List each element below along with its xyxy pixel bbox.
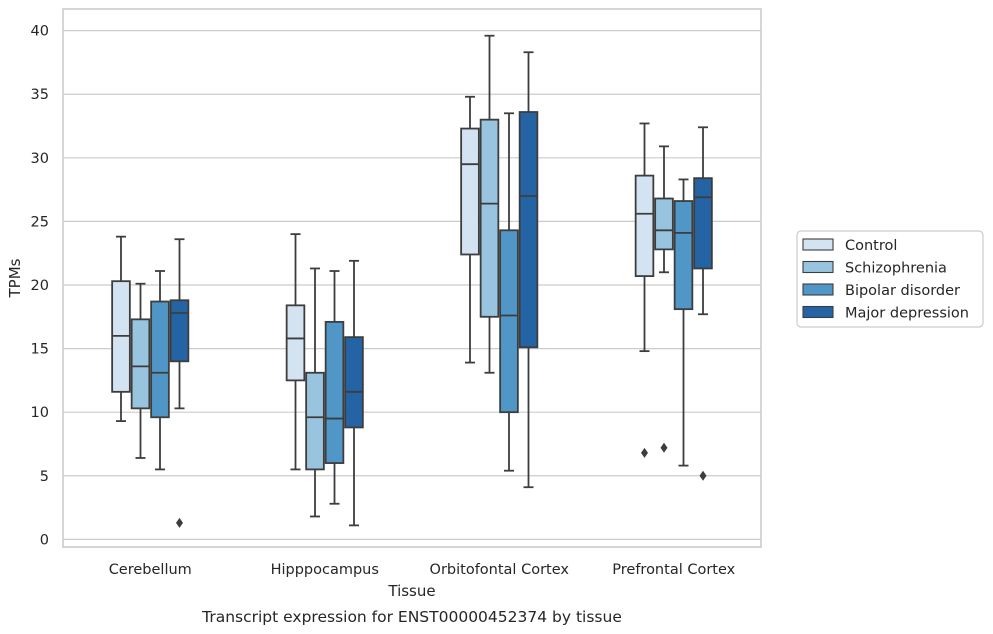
box-iqr [130,318,151,410]
legend-label: Control [845,238,897,254]
box-plot-group [693,126,713,481]
box-iqr [324,320,345,464]
y-axis-ticks: 0 5 10 15 20 25 30 35 40 [31,24,49,549]
y-gridlines [63,30,761,540]
y-tick-label: 30 [31,151,49,167]
box-plot-group [634,122,655,458]
legend-label: Schizophrenia [845,261,947,277]
legend-swatch [802,305,834,319]
y-tick-label: 20 [31,278,49,294]
box-plot-group [499,112,519,472]
box-plot-group [111,235,131,422]
legend: Control Schizophrenia Bipolar disorder Majo… [796,230,984,328]
plot-frame [62,8,762,548]
box-plot-group [130,282,151,459]
y-tick-label: 25 [31,214,49,230]
outlier-point [641,447,648,458]
box-plot-group [654,145,674,453]
x-axis-label: Tissue [387,582,435,600]
box-iqr [460,127,480,256]
x-axis-ticks: Cerebellum Hipppocampus Orbitofontal Corte… [109,562,736,578]
box-plot-group [479,34,500,374]
box-plot-marks [111,34,713,528]
x-tick-label: Cerebellum [109,562,192,578]
box-plot-group [344,259,364,527]
box-iqr [499,229,519,414]
y-tick-label: 0 [40,532,49,548]
box-iqr [634,174,655,277]
legend-label: Major depression [845,306,969,322]
figure-caption: Transcript expression for ENST0000045237… [201,608,622,626]
y-axis-label: TPMs [6,258,24,298]
box-iqr [673,200,694,311]
outlier-point [699,470,707,481]
box-plot-group [673,178,694,467]
y-tick-label: 10 [31,405,49,421]
y-tick-label: 15 [31,342,49,358]
box-iqr [285,304,306,382]
legend-frame [796,230,984,328]
outlier-point [660,442,668,453]
box-plot-group [324,270,345,505]
box-iqr [693,177,713,270]
box-iqr [518,111,539,349]
box-iqr [305,371,325,471]
box-plot-group [305,267,325,518]
box-iqr [654,197,674,251]
outlier-point [176,517,183,528]
legend-swatch [802,283,834,296]
box-plot-group [518,51,539,489]
box-plot-group [150,270,170,471]
box-plot-group [460,95,480,364]
y-tick-label: 5 [40,469,49,485]
y-tick-label: 35 [31,87,49,103]
legend-label: Bipolar disorder [845,283,960,299]
y-tick-label: 40 [31,24,49,40]
legend-swatch [802,238,834,251]
box-iqr [344,336,364,429]
box-plot-group [285,233,306,471]
x-tick-label: Prefrontal Cortex [612,562,735,578]
box-iqr [169,299,190,363]
x-tick-label: Orbitofontal Cortex [430,562,570,578]
box-iqr [479,118,500,318]
x-tick-label: Hipppocampus [271,562,379,578]
box-plot-group [169,238,190,528]
box-iqr [150,300,170,419]
legend-swatch [802,260,834,274]
